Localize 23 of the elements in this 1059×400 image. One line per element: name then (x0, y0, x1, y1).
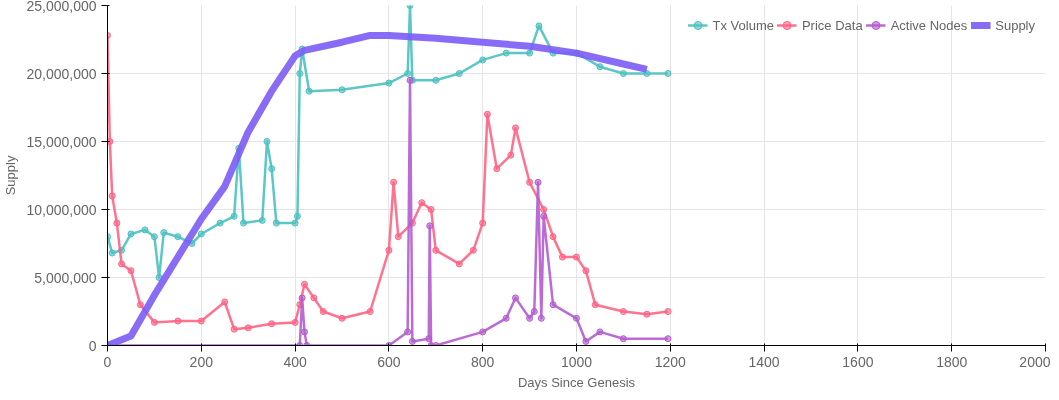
x-tick-label: 1800 (936, 353, 968, 370)
x-tick-label: 2000 (1019, 353, 1051, 370)
y-tick-label: 20,000,000 (26, 65, 97, 82)
y-tick-label: 15,000,000 (26, 133, 97, 150)
legend-label: Active Nodes (890, 17, 968, 33)
x-tick-label: 800 (471, 353, 495, 370)
y-tick-label: 10,000,000 (26, 201, 97, 218)
x-tick-label: 1400 (748, 353, 780, 370)
x-tick-label: 0 (103, 353, 112, 370)
y-axis-title: Supply (3, 155, 19, 196)
x-tick-label: 200 (189, 353, 214, 370)
y-tick-label: 25,000,000 (26, 0, 97, 14)
x-tick-label: 600 (377, 353, 401, 370)
legend-label: Price Data (801, 17, 863, 33)
x-tick-label: 1000 (560, 353, 593, 370)
y-tick-label: 5,000,000 (34, 269, 97, 286)
x-tick-label: 400 (283, 353, 307, 370)
y-tick-label: 0 (88, 337, 97, 354)
legend-label: Supply (995, 17, 1035, 33)
legend-label: Tx Volume (712, 17, 774, 33)
x-tick-label: 1600 (842, 353, 874, 370)
x-tick-label: 1200 (654, 353, 687, 370)
x-axis-title: Days Since Genesis (517, 374, 636, 390)
